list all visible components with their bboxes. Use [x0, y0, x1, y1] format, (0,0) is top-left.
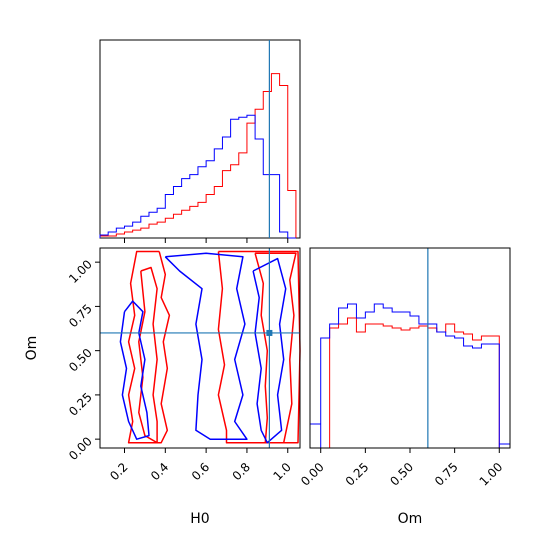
hist-Om-series-0	[320, 317, 500, 449]
contour-truth-marker	[266, 329, 273, 336]
hist-H0-series-0	[99, 73, 297, 238]
contour-series-0-level-0	[138, 266, 158, 444]
hist-Om-series-1	[320, 303, 500, 448]
hist-H0-frame	[99, 39, 301, 239]
contour-series-1-level-2	[164, 252, 248, 440]
contour-series-0-level-3	[217, 250, 301, 444]
hist-Om-panel: 0.00 0.25 0.50 0.75 1.00 Om	[298, 247, 511, 527]
xlabel-H0: H0	[190, 511, 209, 527]
contour-frame	[99, 247, 301, 449]
contour-series-1-level-0	[119, 300, 150, 440]
hist-H0-panel	[99, 39, 301, 243]
contour-series-0-level-2	[127, 250, 171, 444]
hist-H0-series-1	[99, 114, 296, 239]
contour-series-1-level-1	[252, 257, 287, 444]
xlabel-Om: Om	[398, 511, 423, 527]
ylabel-Om: Om	[24, 336, 40, 361]
